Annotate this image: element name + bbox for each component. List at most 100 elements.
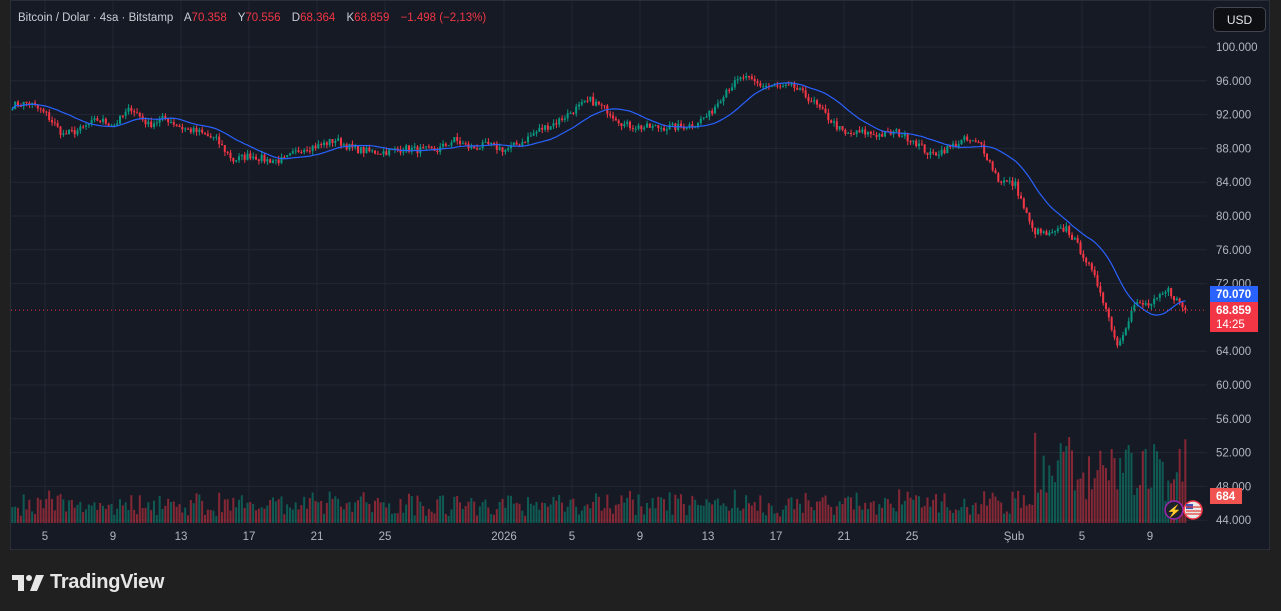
volume-bar bbox=[966, 506, 969, 523]
candle-body bbox=[594, 101, 597, 106]
volume-bar bbox=[756, 510, 759, 523]
volume-bar bbox=[362, 492, 365, 523]
candle-body bbox=[22, 101, 25, 107]
volume-bar bbox=[943, 493, 946, 523]
candle-body bbox=[509, 145, 512, 149]
volume-bar bbox=[461, 509, 464, 523]
volume-bar bbox=[971, 505, 974, 523]
symbol-title[interactable]: Bitcoin / Dolar · 4sa · Bitstamp bbox=[18, 12, 174, 24]
volume-bar bbox=[1042, 455, 1045, 523]
volume-bar bbox=[220, 512, 223, 523]
candle-body bbox=[971, 140, 974, 142]
lightning-event-icon[interactable] bbox=[1164, 500, 1184, 520]
candle-body bbox=[220, 144, 223, 146]
us-flag-event-icon[interactable] bbox=[1183, 500, 1203, 520]
candle-body bbox=[529, 135, 532, 137]
volume-bar bbox=[733, 489, 736, 523]
volume-bar bbox=[626, 497, 629, 523]
candle-body bbox=[359, 147, 362, 154]
volume-bar bbox=[195, 493, 198, 523]
candle-body bbox=[934, 152, 937, 156]
volume-bar bbox=[577, 514, 580, 523]
volume-bar bbox=[314, 501, 317, 523]
volume-bar bbox=[1014, 498, 1017, 523]
volume-bar bbox=[1155, 451, 1158, 523]
volume-bar bbox=[206, 509, 209, 523]
candle-body bbox=[725, 89, 728, 98]
candle-body bbox=[722, 97, 725, 102]
candle-body bbox=[645, 123, 648, 128]
volume-bar bbox=[382, 502, 385, 523]
tradingview-logo[interactable]: TradingView bbox=[12, 571, 164, 594]
volume-bar bbox=[325, 502, 328, 523]
volume-bar bbox=[379, 502, 382, 523]
candle-body bbox=[203, 132, 206, 134]
volume-bar bbox=[175, 506, 178, 523]
volume-bar bbox=[722, 503, 725, 523]
volume-bar bbox=[801, 512, 804, 523]
volume-bar bbox=[405, 504, 408, 523]
volume-bar bbox=[535, 501, 538, 523]
x-tick-label: 5 bbox=[42, 531, 48, 543]
symbol-legend: Bitcoin / Dolar · 4sa · Bitstamp A70.358… bbox=[18, 12, 494, 24]
volume-bar bbox=[657, 496, 660, 523]
candle-body bbox=[28, 102, 31, 105]
high-value: 70.556 bbox=[245, 12, 281, 24]
volume-bar bbox=[498, 501, 501, 523]
volume-bar bbox=[450, 509, 453, 523]
volume-bar bbox=[1184, 439, 1187, 523]
y-tick-label: 96.000 bbox=[1216, 76, 1251, 88]
low-value: 68.364 bbox=[300, 12, 336, 24]
candle-body bbox=[1141, 302, 1144, 305]
candle-body bbox=[186, 128, 189, 130]
volume-bar bbox=[65, 511, 68, 523]
candle-body bbox=[575, 106, 578, 114]
candle-body bbox=[1025, 208, 1028, 213]
candle-body bbox=[138, 113, 141, 117]
volume-bar bbox=[430, 511, 433, 523]
volume-bar bbox=[99, 502, 102, 523]
candle-body bbox=[11, 109, 14, 111]
volume-bar bbox=[594, 493, 597, 523]
candle-body bbox=[555, 123, 558, 125]
candle-body bbox=[96, 118, 99, 121]
candle-body bbox=[277, 159, 280, 163]
volume-bar bbox=[42, 508, 45, 523]
candle-body bbox=[671, 123, 674, 125]
candle-body bbox=[441, 143, 444, 147]
candle-body bbox=[1102, 292, 1105, 304]
volume-bar bbox=[484, 499, 487, 523]
volume-bar bbox=[736, 507, 739, 523]
candle-body bbox=[949, 146, 952, 148]
volume-bar bbox=[339, 506, 342, 523]
volume-bar bbox=[716, 498, 719, 523]
candle-body bbox=[1062, 227, 1065, 232]
volume-bar bbox=[719, 505, 722, 523]
volume-bar bbox=[1076, 479, 1079, 523]
y-tick-label: 84.000 bbox=[1216, 177, 1251, 189]
volume-bar bbox=[110, 504, 113, 523]
candle-body bbox=[798, 88, 801, 90]
volume-bar bbox=[1093, 478, 1096, 523]
candle-body bbox=[883, 131, 886, 137]
candle-body bbox=[478, 148, 481, 150]
candle-body bbox=[73, 130, 76, 135]
volume-bar bbox=[393, 513, 396, 523]
currency-button[interactable]: USD bbox=[1213, 7, 1266, 32]
volume-bar bbox=[750, 505, 753, 523]
volume-bar bbox=[696, 504, 699, 523]
candle-body bbox=[1045, 231, 1048, 236]
candle-body bbox=[240, 154, 243, 157]
candle-body bbox=[730, 87, 733, 91]
candle-body bbox=[1068, 226, 1071, 235]
volume-bar bbox=[458, 502, 461, 523]
y-tick-label: 76.000 bbox=[1216, 245, 1251, 257]
volume-bar bbox=[407, 493, 410, 523]
volume-bar bbox=[949, 510, 952, 523]
volume-bar bbox=[436, 499, 439, 523]
candle-body bbox=[504, 150, 507, 153]
volume-bar bbox=[308, 498, 311, 523]
volume-bar bbox=[385, 507, 388, 523]
candle-body bbox=[254, 156, 257, 160]
